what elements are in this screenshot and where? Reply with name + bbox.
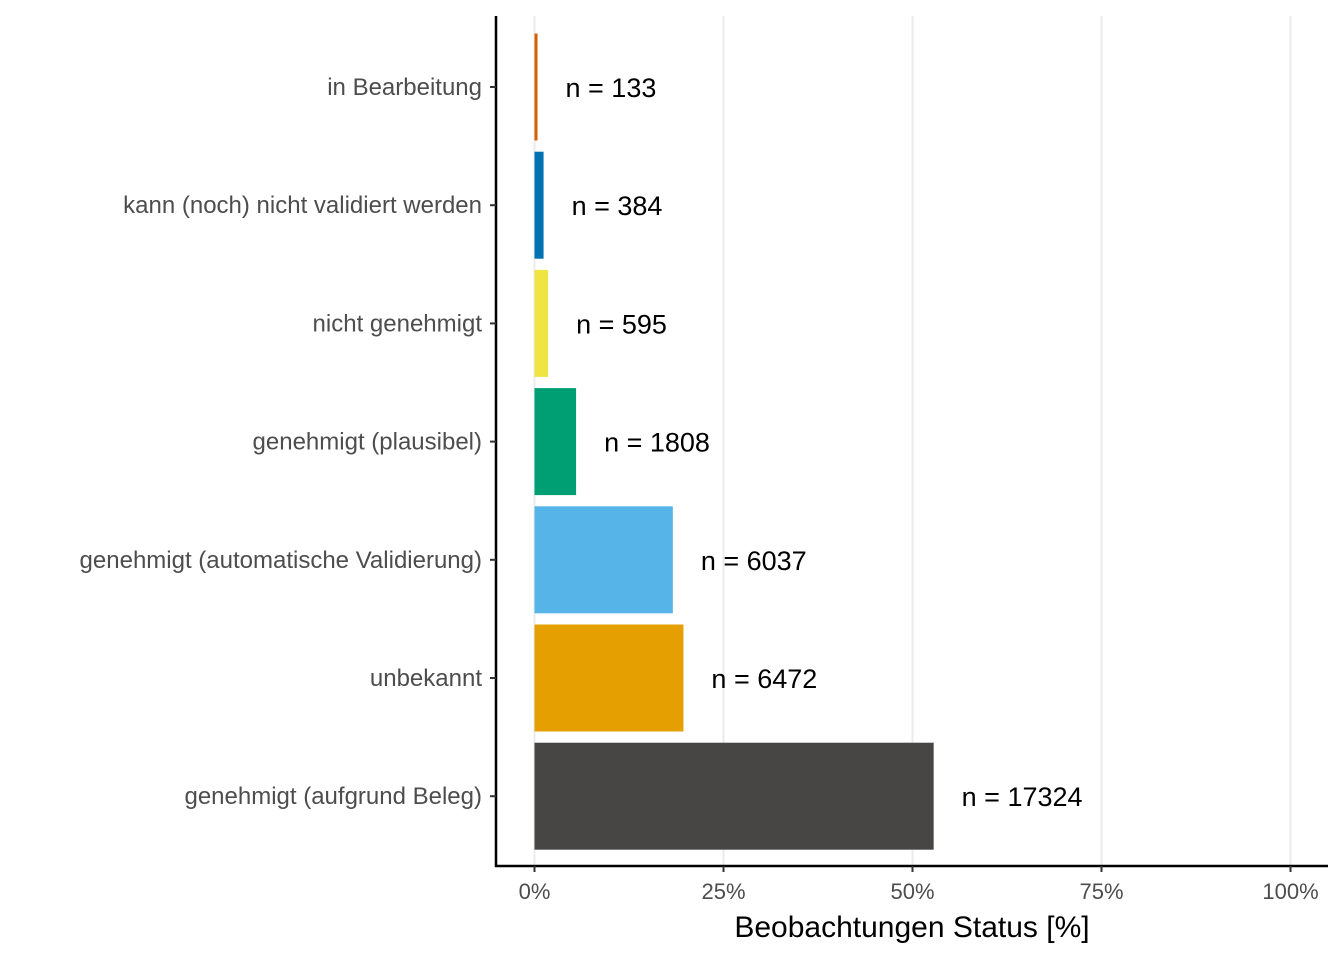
bar-6: [534, 742, 934, 850]
x-tick-label-1: 25%: [701, 879, 745, 904]
bar-1: [534, 151, 544, 259]
x-tick-label-3: 75%: [1079, 879, 1123, 904]
data-label-4: n = 6037: [701, 546, 807, 576]
x-tick-label-0: 0%: [519, 879, 551, 904]
x-tick-label-4: 100%: [1262, 879, 1318, 904]
bar-4: [534, 506, 673, 614]
data-label-3: n = 1808: [604, 428, 710, 458]
bar-5: [534, 624, 684, 732]
category-label-4: genehmigt (automatische Validierung): [80, 547, 482, 574]
data-label-5: n = 6472: [711, 664, 817, 694]
data-label-6: n = 17324: [962, 782, 1083, 812]
category-label-2: nicht genehmigt: [313, 310, 483, 337]
data-labels: n = 133 n = 384 n = 595 n = 1808 n = 6037 n =…: [566, 73, 1083, 812]
category-label-3: genehmigt (plausibel): [253, 429, 482, 456]
category-label-5: unbekannt: [370, 665, 482, 692]
bar-3: [534, 388, 577, 496]
x-tick-label-2: 50%: [890, 879, 934, 904]
data-label-0: n = 133: [566, 73, 657, 103]
category-label-6: genehmigt (aufgrund Beleg): [184, 783, 482, 810]
category-label-1: kann (noch) nicht validiert werden: [123, 192, 482, 219]
data-label-1: n = 384: [572, 191, 663, 221]
bar-2: [534, 269, 549, 377]
x-axis-title: Beobachtungen Status [%]: [734, 911, 1089, 944]
data-label-2: n = 595: [576, 309, 667, 339]
bar-0: [534, 33, 538, 141]
bars: [534, 33, 934, 850]
y-axis: in Bearbeitung kann (noch) nicht validier…: [80, 16, 498, 867]
category-label-0: in Bearbeitung: [327, 74, 482, 101]
x-axis: 0% 25% 50% 75% 100%: [495, 864, 1328, 904]
